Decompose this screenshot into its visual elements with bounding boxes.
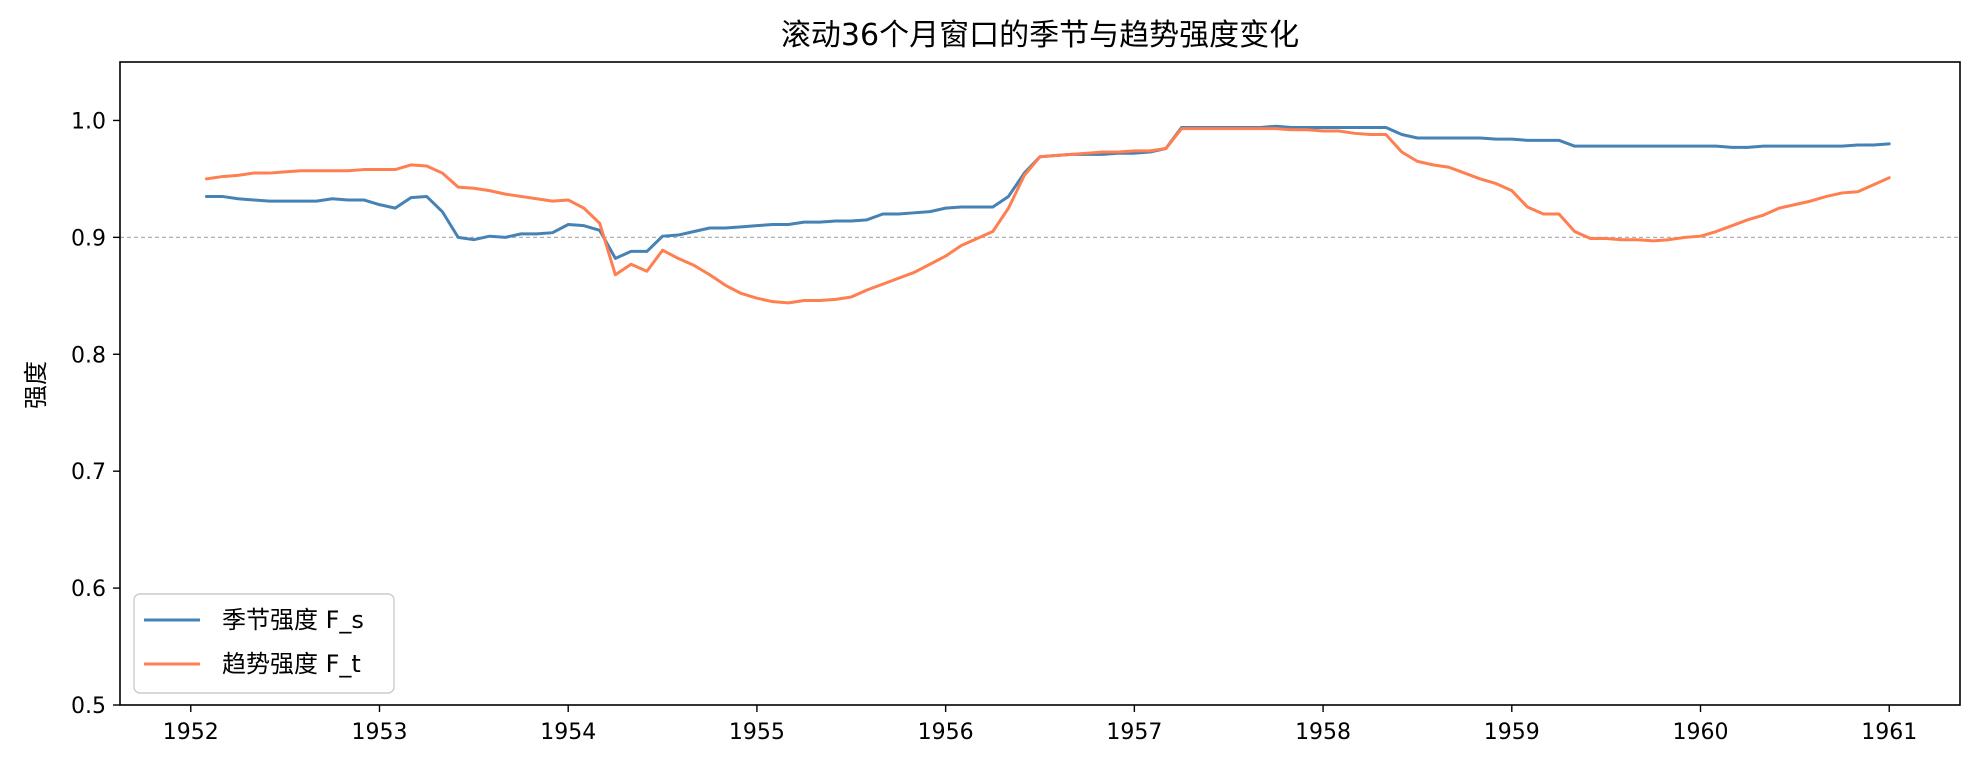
x-tick-label: 1960 — [1673, 720, 1729, 745]
plot-frame — [119, 61, 1961, 706]
x-tick-label: 1953 — [351, 720, 407, 745]
y-axis-label: 强度 — [22, 361, 50, 409]
legend: 季节强度 F_s 趋势强度 F_t — [133, 593, 395, 694]
x-tick-label: 1961 — [1861, 720, 1917, 745]
x-tick-label: 1955 — [729, 720, 785, 745]
y-tick-label: 0.6 — [71, 577, 106, 602]
x-tick-label: 1959 — [1484, 720, 1540, 745]
y-tick-label: 0.7 — [71, 460, 106, 485]
legend-label-seasonal: 季节强度 F_s — [222, 606, 364, 634]
x-tick-label: 1952 — [163, 720, 219, 745]
chart-title: 滚动36个月窗口的季节与趋势强度变化 — [781, 18, 1299, 53]
series-line-trend — [204, 127, 1891, 305]
x-tick-label: 1954 — [540, 720, 596, 745]
y-tick-label: 0.5 — [71, 694, 106, 719]
y-tick-label: 0.8 — [71, 343, 106, 368]
y-axis: 0.5 0.6 0.7 0.8 0.9 1.0 — [71, 109, 120, 719]
legend-label-trend: 趋势强度 F_t — [222, 650, 361, 678]
x-tick-label: 1956 — [918, 720, 974, 745]
series-layer — [204, 124, 1891, 305]
y-tick-label: 0.9 — [71, 226, 106, 251]
x-tick-label: 1958 — [1295, 720, 1351, 745]
x-axis: 1952 1953 1954 1955 1956 1957 1958 1959 1960 1961 — [163, 705, 1917, 745]
x-tick-label: 1957 — [1106, 720, 1162, 745]
y-tick-label: 1.0 — [71, 109, 106, 134]
